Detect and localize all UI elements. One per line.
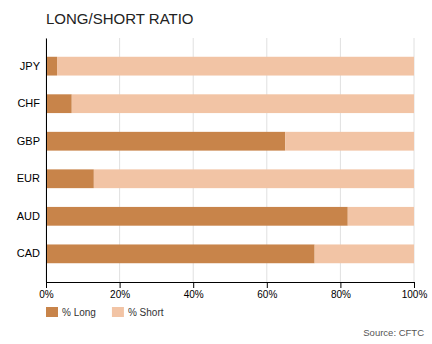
tick-label: 100% — [402, 289, 428, 300]
tick: 0% — [39, 282, 54, 300]
tick: 80% — [331, 282, 351, 300]
bar — [348, 207, 414, 226]
tick-label: 0% — [39, 289, 54, 300]
tick: 40% — [184, 282, 204, 300]
legend-label: % Short — [128, 307, 164, 318]
bar — [46, 244, 315, 263]
tick-label: 20% — [110, 289, 130, 300]
tick-label: 40% — [184, 289, 204, 300]
x-axis: 0% 20% 40% 60% 80% 100% — [39, 282, 427, 300]
tick-label: AUD — [17, 210, 40, 222]
chart: 0% 20% 40% 60% 80% 100% JPY CHF GBP EUR AUD CAD LONG… — [0, 0, 432, 344]
tick-label: CAD — [17, 247, 40, 259]
bar — [285, 132, 414, 151]
legend-swatch — [46, 307, 58, 317]
tick: 100% — [402, 282, 428, 300]
tick-mark — [120, 282, 121, 288]
bar — [315, 244, 414, 263]
tick-mark — [193, 282, 194, 288]
series — [46, 57, 348, 263]
plot-area: 0% 20% 40% 60% 80% 100% JPY CHF GBP EUR AUD CAD — [17, 38, 428, 300]
series — [57, 57, 414, 263]
tick-label: 60% — [257, 289, 277, 300]
tick: CHF — [17, 97, 46, 109]
tick-mark — [267, 282, 268, 288]
legend-item: % Short — [112, 307, 164, 318]
tick: 20% — [110, 282, 130, 300]
tick: JPY — [20, 60, 46, 72]
tick-mark — [340, 282, 341, 288]
legend-label: % Long — [62, 307, 96, 318]
tick-mark — [414, 282, 415, 288]
legend: % Long % Short — [46, 307, 164, 318]
annotation: Source: CFTC — [363, 327, 424, 338]
tick: 60% — [257, 282, 277, 300]
bar — [57, 57, 414, 76]
bar — [72, 94, 414, 113]
title: LONG/SHORT RATIO — [46, 10, 194, 27]
tick-label: GBP — [17, 135, 40, 147]
tick: AUD — [17, 210, 46, 222]
bar — [46, 169, 94, 188]
bars — [46, 57, 414, 263]
tick: EUR — [17, 172, 46, 184]
grid — [46, 38, 414, 282]
bar — [94, 169, 414, 188]
bar — [46, 207, 348, 226]
tick-mark — [46, 282, 47, 288]
bar — [46, 132, 285, 151]
tick-label: EUR — [17, 172, 40, 184]
legend-swatch — [112, 307, 124, 317]
legend-item: % Long — [46, 307, 96, 318]
axis-line — [47, 283, 415, 289]
tick-label: 80% — [331, 289, 351, 300]
bar — [46, 94, 72, 113]
tick-label: JPY — [20, 60, 41, 72]
y-axis: JPY CHF GBP EUR AUD CAD — [17, 39, 47, 283]
axis-line — [46, 39, 47, 283]
grid-line — [46, 38, 47, 282]
bar — [46, 57, 57, 76]
tick: GBP — [17, 135, 46, 147]
tick-label: CHF — [17, 97, 40, 109]
tick: CAD — [17, 247, 46, 259]
